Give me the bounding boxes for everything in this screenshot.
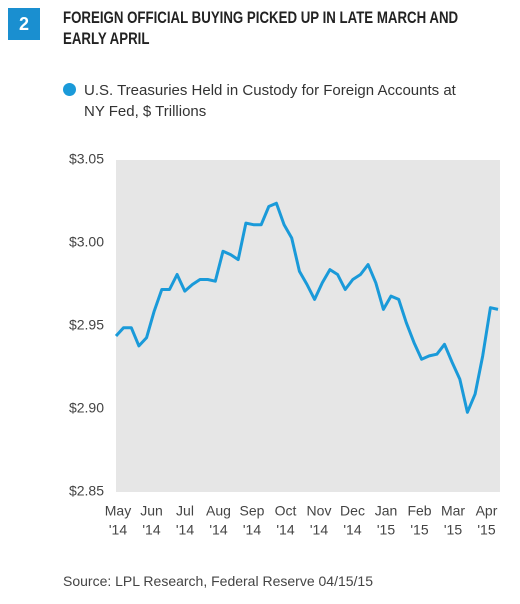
- x-tick-label: Jul: [176, 503, 194, 519]
- legend-marker: [63, 83, 76, 96]
- x-tick-label: Oct: [275, 503, 297, 519]
- y-tick-label: $3.05: [69, 151, 104, 167]
- x-tick-year: '14: [243, 522, 261, 538]
- x-tick-year: '14: [109, 522, 127, 538]
- x-tick-year: '15: [377, 522, 395, 538]
- x-tick-year: '15: [477, 522, 495, 538]
- y-tick-label: $2.85: [69, 483, 104, 499]
- y-tick-label: $2.95: [69, 317, 104, 333]
- legend-label: U.S. Treasuries Held in Custody for Fore…: [84, 82, 456, 120]
- chart-title: FOREIGN OFFICIAL BUYING PICKED UP IN LAT…: [63, 8, 459, 48]
- x-tick-label: Aug: [206, 503, 231, 519]
- x-tick-year: '14: [142, 522, 160, 538]
- x-tick-label: Apr: [476, 503, 498, 519]
- x-tick-year: '15: [444, 522, 462, 538]
- x-tick-label: Jun: [140, 503, 163, 519]
- badge: 2: [8, 8, 40, 40]
- x-tick-label: Mar: [441, 503, 465, 519]
- legend: U.S. Treasuries Held in Custody for Fore…: [63, 80, 479, 122]
- x-tick-label: Dec: [340, 503, 365, 519]
- x-tick-year: '14: [176, 522, 194, 538]
- plot-area: [116, 160, 500, 492]
- x-tick-label: Jan: [375, 503, 398, 519]
- x-tick-label: Nov: [307, 503, 332, 519]
- data-line: [114, 201, 499, 414]
- source-note: Source: LPL Research, Federal Reserve 04…: [63, 573, 373, 589]
- x-tick-year: '15: [410, 522, 428, 538]
- x-tick-label: May: [105, 503, 131, 519]
- x-tick-year: '14: [209, 522, 227, 538]
- y-tick-label: $3.00: [69, 234, 104, 250]
- x-tick-label: Sep: [240, 503, 265, 519]
- x-tick-year: '14: [276, 522, 294, 538]
- x-tick-year: '14: [310, 522, 328, 538]
- x-tick-year: '14: [343, 522, 361, 538]
- y-tick-label: $2.90: [69, 400, 104, 416]
- x-tick-label: Feb: [407, 503, 431, 519]
